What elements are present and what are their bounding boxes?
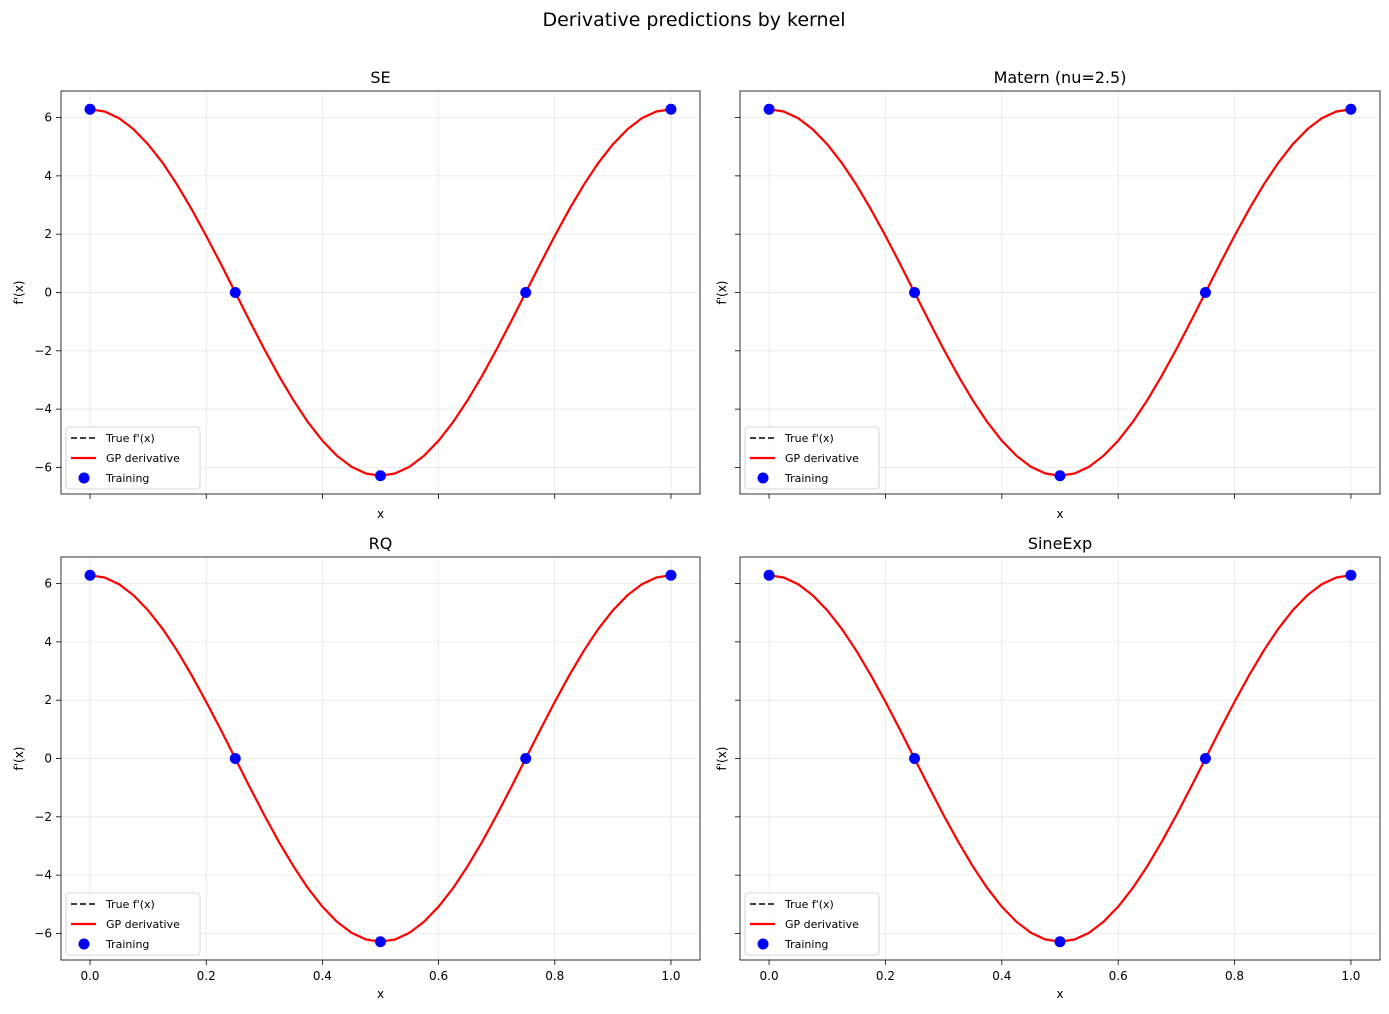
legend: True f'(x) GP derivative Training xyxy=(744,892,880,956)
training-point xyxy=(375,936,386,948)
legend-label: Training xyxy=(784,472,828,485)
training-point xyxy=(84,103,96,115)
x-tick-label: 0.4 xyxy=(313,969,332,983)
legend-label: True f'(x) xyxy=(784,898,834,911)
legend-label: GP derivative xyxy=(106,452,180,465)
x-tick-label: 0.2 xyxy=(876,969,895,983)
x-tick-label: 0.2 xyxy=(197,969,216,983)
x-tick-label: 0.6 xyxy=(1109,969,1128,983)
training-point xyxy=(1054,936,1066,948)
x-tick-label: 1.0 xyxy=(661,969,680,983)
legend-label: GP derivative xyxy=(106,918,180,931)
x-tick-label: 0.8 xyxy=(545,969,564,983)
training-point xyxy=(1199,753,1211,764)
y-tick-label: −6 xyxy=(34,460,52,474)
training-point xyxy=(909,287,921,298)
y-tick-label: 0 xyxy=(44,752,52,766)
x-axis-label: x xyxy=(377,507,384,521)
training-point xyxy=(1054,470,1066,482)
y-tick-label: −2 xyxy=(34,344,52,358)
subplot-se: SE −6 −4 −2 0 2 4 6 x f'(x) True f'(x) GP derivativ… xyxy=(12,68,701,521)
y-axis-label: f'(x) xyxy=(715,281,729,305)
x-axis-label: x xyxy=(1056,507,1063,521)
legend-training-swatch xyxy=(757,472,769,484)
legend-label: Training xyxy=(784,938,828,951)
figure-title: Derivative predictions by kernel xyxy=(542,9,845,31)
legend-label: Training xyxy=(105,938,149,951)
training-point xyxy=(229,753,241,764)
subplot-matern-nu-2-5-: Matern (nu=2.5) x f'(x) True f'(x) GP deriva… xyxy=(715,68,1381,521)
legend-label: True f'(x) xyxy=(105,432,155,445)
legend: True f'(x) GP derivative Training xyxy=(65,892,201,956)
x-tick-label: 0.4 xyxy=(992,969,1011,983)
legend-training-swatch xyxy=(757,938,769,950)
y-tick-label: 2 xyxy=(44,227,52,241)
subplot-sineexp: SineExp 0.0 0.2 0.4 0.6 0.8 1.0 x f'(x) True f'(x… xyxy=(715,534,1381,1001)
axes-frame xyxy=(60,556,701,961)
legend-frame xyxy=(744,426,880,490)
legend-frame xyxy=(744,892,880,956)
training-point xyxy=(1345,103,1357,115)
subplot-rq: RQ 0.0 0.2 0.4 0.6 0.8 1.0 −6 −4 −2 0 2 4 6 x f'(x) True… xyxy=(12,534,701,1001)
y-tick-label: −4 xyxy=(34,402,52,416)
legend-frame xyxy=(65,892,201,956)
training-point xyxy=(229,287,241,298)
legend-label: True f'(x) xyxy=(784,432,834,445)
training-point xyxy=(1345,569,1357,581)
y-axis-label: f'(x) xyxy=(12,747,26,771)
x-tick-label: 1.0 xyxy=(1341,969,1360,983)
y-tick-label: −4 xyxy=(34,868,52,882)
training-point xyxy=(375,470,386,482)
legend-label: True f'(x) xyxy=(105,898,155,911)
y-tick-label: 2 xyxy=(44,693,52,707)
training-point xyxy=(520,287,532,298)
y-tick-label: 0 xyxy=(44,286,52,300)
x-tick-label: 0.6 xyxy=(429,969,448,983)
training-point xyxy=(763,569,775,581)
training-point xyxy=(84,569,96,581)
legend-label: Training xyxy=(105,472,149,485)
y-tick-label: −6 xyxy=(34,926,52,940)
axes-frame xyxy=(60,90,701,495)
legend: True f'(x) GP derivative Training xyxy=(744,426,880,490)
x-tick-label: 0.0 xyxy=(80,969,99,983)
subplot-title: RQ xyxy=(369,534,393,553)
y-tick-label: 4 xyxy=(44,169,52,183)
training-point xyxy=(665,103,677,115)
legend-label: GP derivative xyxy=(785,452,859,465)
training-point xyxy=(1199,287,1211,298)
legend-frame xyxy=(65,426,201,490)
training-point xyxy=(909,753,921,764)
legend-training-swatch xyxy=(78,938,90,950)
x-tick-label: 0.0 xyxy=(760,969,779,983)
subplot-title: Matern (nu=2.5) xyxy=(994,68,1127,87)
y-tick-label: −2 xyxy=(34,810,52,824)
y-axis-label: f'(x) xyxy=(12,281,26,305)
y-axis-label: f'(x) xyxy=(715,747,729,771)
legend-label: GP derivative xyxy=(785,918,859,931)
x-axis-label: x xyxy=(1056,987,1063,1001)
subplot-title: SineExp xyxy=(1028,534,1092,553)
training-point xyxy=(763,103,775,115)
training-point xyxy=(520,753,532,764)
subplot-title: SE xyxy=(370,68,390,87)
y-tick-label: 6 xyxy=(44,577,52,591)
x-axis-label: x xyxy=(377,987,384,1001)
y-tick-label: 4 xyxy=(44,635,52,649)
axes-frame xyxy=(739,556,1381,961)
y-tick-label: 6 xyxy=(44,111,52,125)
legend-training-swatch xyxy=(78,472,90,484)
x-tick-label: 0.8 xyxy=(1225,969,1244,983)
legend: True f'(x) GP derivative Training xyxy=(65,426,201,490)
training-point xyxy=(665,569,677,581)
axes-frame xyxy=(739,90,1381,495)
